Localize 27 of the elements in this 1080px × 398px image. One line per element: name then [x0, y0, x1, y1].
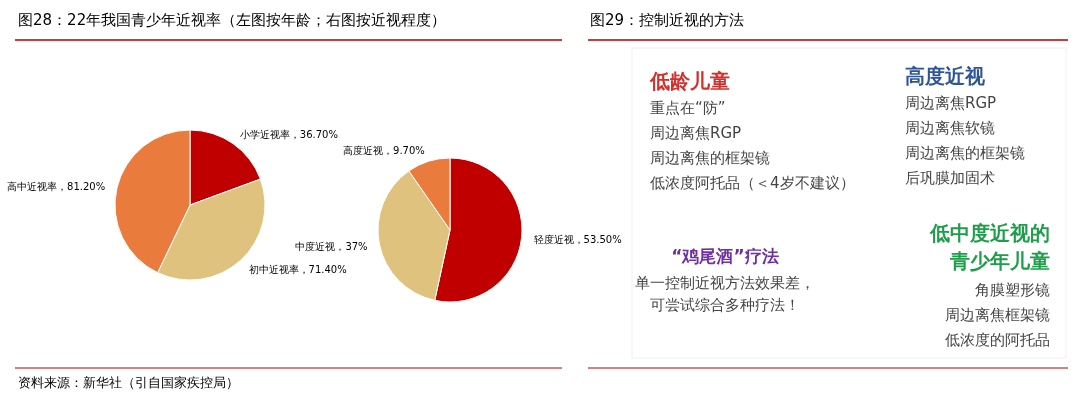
slice-label: 高中近视率，81.20% [7, 180, 106, 192]
slice-label: 初中近视率，71.40% [248, 264, 347, 276]
text: 周边离焦软镜 [905, 119, 995, 137]
text: 高度近视 [905, 64, 985, 88]
text: 周边离焦框架镜 [945, 306, 1050, 324]
text: 图29：控制近视的方法 [590, 11, 745, 29]
slice-label: 中度近视，37% [295, 241, 368, 253]
text: 角膜塑形镜 [975, 281, 1050, 299]
text: 后巩膜加固术 [905, 169, 995, 187]
slice-label: 轻度近视，53.50% [533, 233, 622, 245]
text: 低龄儿童 [649, 69, 730, 93]
text: “鸡尾酒”疗法 [671, 246, 779, 266]
text: 可尝试综合多种疗法！ [650, 296, 800, 314]
text: 周边离焦的框架镜 [650, 149, 770, 167]
slice-label: 小学近视率，36.70% [239, 128, 338, 140]
chart-title: 图28：22年我国青少年近视率（左图按年龄；右图按近视程度） [18, 11, 447, 29]
text: 低浓度阿托品（＜4岁不建议） [650, 174, 855, 192]
text: 重点在“防” [650, 99, 726, 117]
text: 周边离焦RGP [905, 94, 997, 112]
text: 青少年儿童 [949, 249, 1050, 273]
text: 周边离焦RGP [650, 124, 742, 142]
slice-label: 高度近视，9.70% [343, 144, 425, 156]
text: 周边离焦的框架镜 [905, 144, 1025, 162]
text: 资料来源：新华社（引自国家疾控局） [18, 375, 239, 390]
text: 单一控制近视方法效果差， [635, 274, 815, 292]
text: 低浓度的阿托品 [945, 331, 1050, 349]
text: 低中度近视的 [929, 221, 1050, 245]
